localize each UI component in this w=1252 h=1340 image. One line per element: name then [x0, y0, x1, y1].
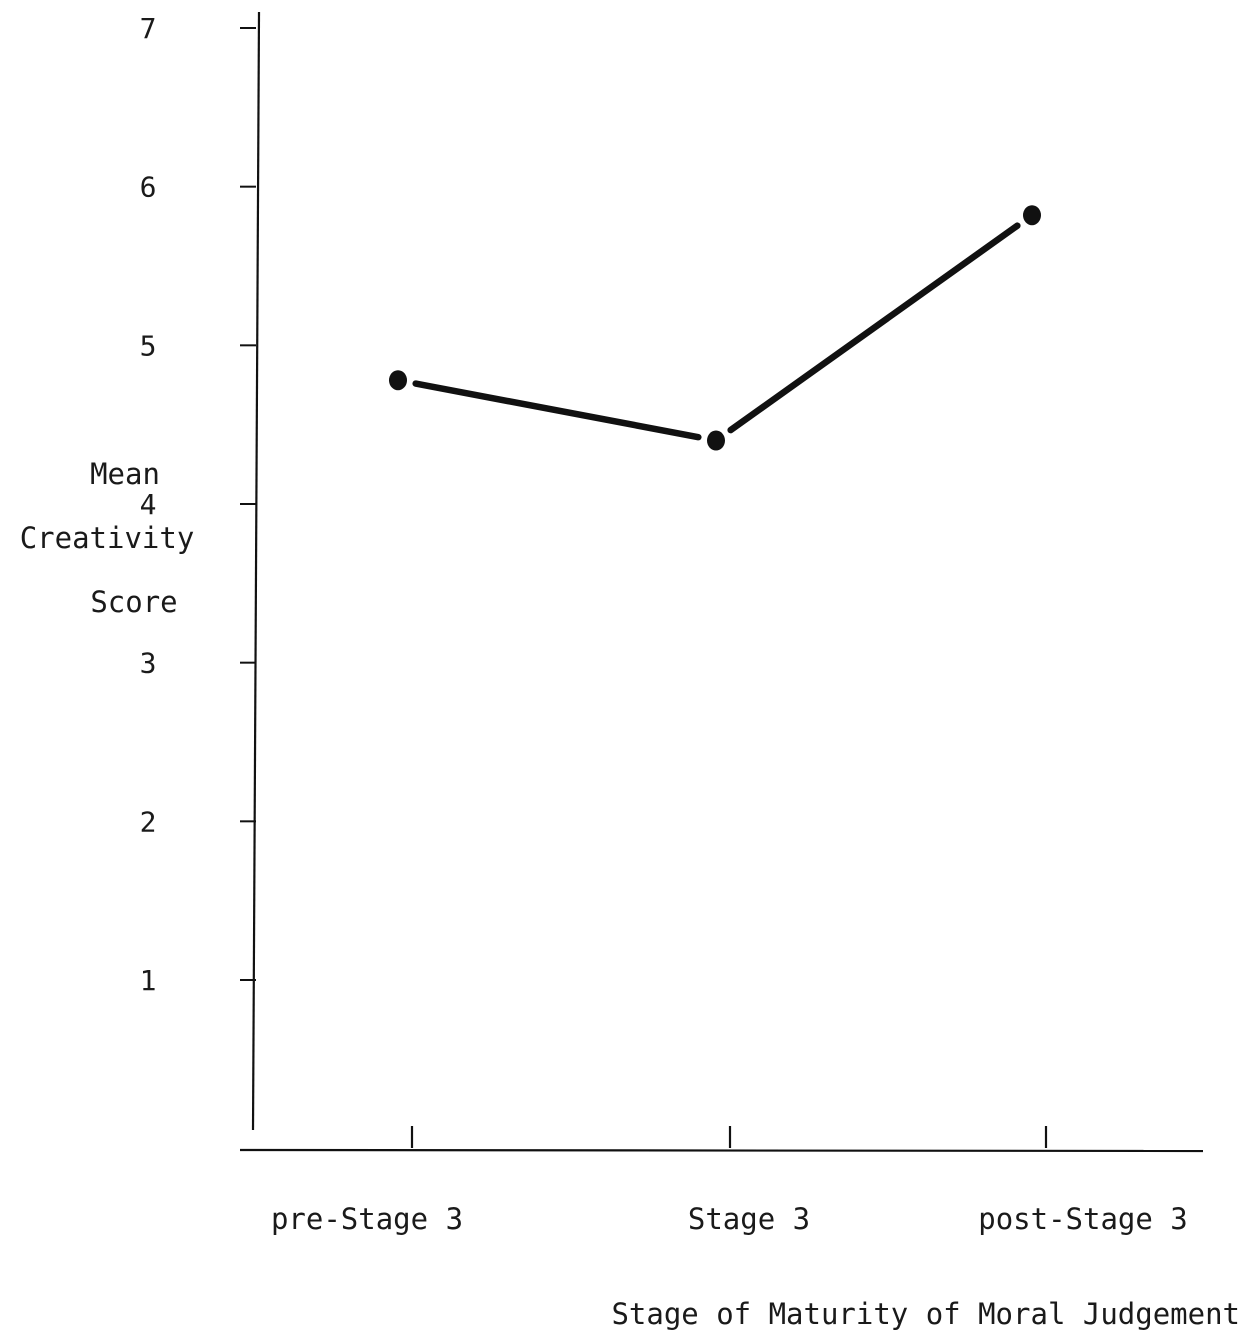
y-axis-line [251, 11, 261, 1131]
x-tick-label-2: Stage 3 [688, 1202, 810, 1236]
x-axis-line [239, 1148, 1204, 1153]
x-axis-title: Stage of Maturity of Moral Judgement [611, 1297, 1240, 1331]
y-tick-label-1: 1 [140, 964, 157, 997]
y-tick-label-5: 5 [140, 329, 157, 362]
x-tick-label-3: post-Stage 3 [978, 1202, 1188, 1236]
y-axis-title-line-3: Score [90, 585, 177, 619]
data-point-3 [1023, 205, 1041, 226]
y-tick-label-2: 2 [140, 805, 157, 838]
series-segment-1 [412, 380, 702, 441]
x-tick-label-1: pre-Stage 3 [271, 1202, 463, 1236]
y-tick-label-3: 3 [140, 647, 157, 680]
y-axis-title-line-2: Creativity [20, 521, 195, 555]
y-tick-label-4: 4 [140, 488, 157, 521]
y-tick-label-7: 7 [140, 12, 157, 45]
series-segment-2 [727, 222, 1021, 434]
y-axis-title-line-1: Mean [90, 457, 160, 491]
data-point-1 [389, 370, 407, 391]
y-tick-label-6: 6 [140, 171, 157, 204]
data-point-2 [707, 430, 725, 451]
